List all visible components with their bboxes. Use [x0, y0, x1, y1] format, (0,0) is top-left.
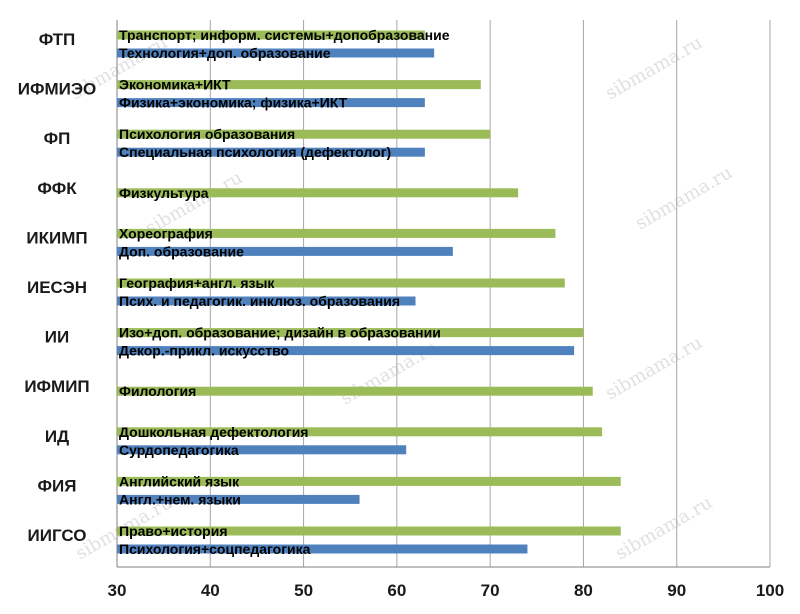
bar	[117, 98, 425, 108]
x-tick-label: 30	[108, 581, 127, 600]
bar	[117, 346, 575, 356]
watermark-text: sibmama.ru	[602, 32, 706, 104]
bar	[117, 129, 491, 139]
bar	[117, 328, 584, 338]
bar-label: Психология образования	[119, 126, 295, 142]
bar-label: Физика+экономика; физика+ИКТ	[119, 95, 348, 111]
watermark-text: sibmama.ru	[602, 332, 706, 404]
watermark-text: sibmama.ru	[632, 162, 736, 234]
x-tick-label: 80	[574, 581, 593, 600]
bar-label: Доп. образование	[119, 243, 244, 259]
bar	[117, 228, 556, 238]
x-tick-label: 70	[481, 581, 500, 600]
bar	[117, 445, 407, 455]
category-label: ИКИМП	[26, 228, 87, 247]
bar	[117, 188, 519, 198]
bar-label: Специальная психология (дефектолог)	[119, 144, 391, 160]
bar	[117, 278, 565, 288]
bar-label: Технология+доп. образование	[119, 45, 331, 61]
bar	[117, 246, 453, 256]
category-label: ИИГСО	[28, 526, 87, 545]
x-tick-label: 100	[756, 581, 784, 600]
bar	[117, 544, 528, 554]
bar-label: Право+история	[119, 523, 228, 539]
bar-label: Филология	[119, 383, 196, 399]
x-tick-label: 90	[667, 581, 686, 600]
bar	[117, 494, 360, 504]
category-label: ФИЯ	[38, 476, 77, 495]
category-label: ИФМИП	[24, 377, 89, 396]
bar	[117, 80, 481, 90]
category-label: ИЕСЭН	[27, 278, 87, 297]
x-tick-label: 60	[387, 581, 406, 600]
bar	[117, 48, 435, 58]
bar-label: Экономика+ИКТ	[119, 77, 231, 93]
x-axis: 30 40 50 60 70 80 90 100	[108, 581, 785, 600]
bar-label: Физкультура	[119, 185, 209, 201]
bar-label: Хореография	[119, 225, 213, 241]
bar-label: География+англ. язык	[119, 275, 275, 291]
bar-label: Декор.-прикл. искусство	[119, 343, 289, 359]
bar	[117, 30, 425, 40]
bar	[117, 427, 603, 437]
bar-label: Английский язык	[119, 473, 240, 489]
bar-label: Транспорт; информ. системы+допобразовани…	[119, 27, 450, 43]
bar-label: Псих. и педагогик. инклюз. образования	[119, 293, 400, 309]
bar	[117, 386, 593, 396]
category-label: ИФМИЭО	[18, 80, 96, 99]
category-label: ФФК	[37, 179, 77, 198]
bar	[117, 147, 425, 157]
bar-label: Англ.+нем. языки	[119, 491, 241, 507]
bars: Транспорт; информ. системы+допобразовани…	[117, 27, 621, 557]
bar-label: Дошкольная дефектология	[119, 424, 308, 440]
x-tick-label: 40	[201, 581, 220, 600]
bar-label: Психология+соцпедагогика	[119, 541, 311, 557]
bar	[117, 476, 621, 486]
bar-label: Изо+доп. образование; дизайн в образован…	[119, 325, 441, 341]
x-tick-label: 50	[294, 581, 313, 600]
category-label: ФП	[44, 129, 71, 148]
watermark-text: sibmama.ru	[612, 492, 716, 564]
bar	[117, 526, 621, 536]
bar-label: Сурдопедагогика	[119, 442, 239, 458]
group-labels: ФТП ИФМИЭО ФП ФФК ИКИМП ИЕСЭН ИИ ИФМИП ИД ФИЯ ИИГС…	[18, 30, 96, 545]
category-label: ИД	[45, 427, 69, 446]
category-label: ФТП	[39, 30, 75, 49]
category-label: ИИ	[45, 328, 69, 347]
grid	[116, 20, 771, 568]
bar	[117, 296, 416, 306]
